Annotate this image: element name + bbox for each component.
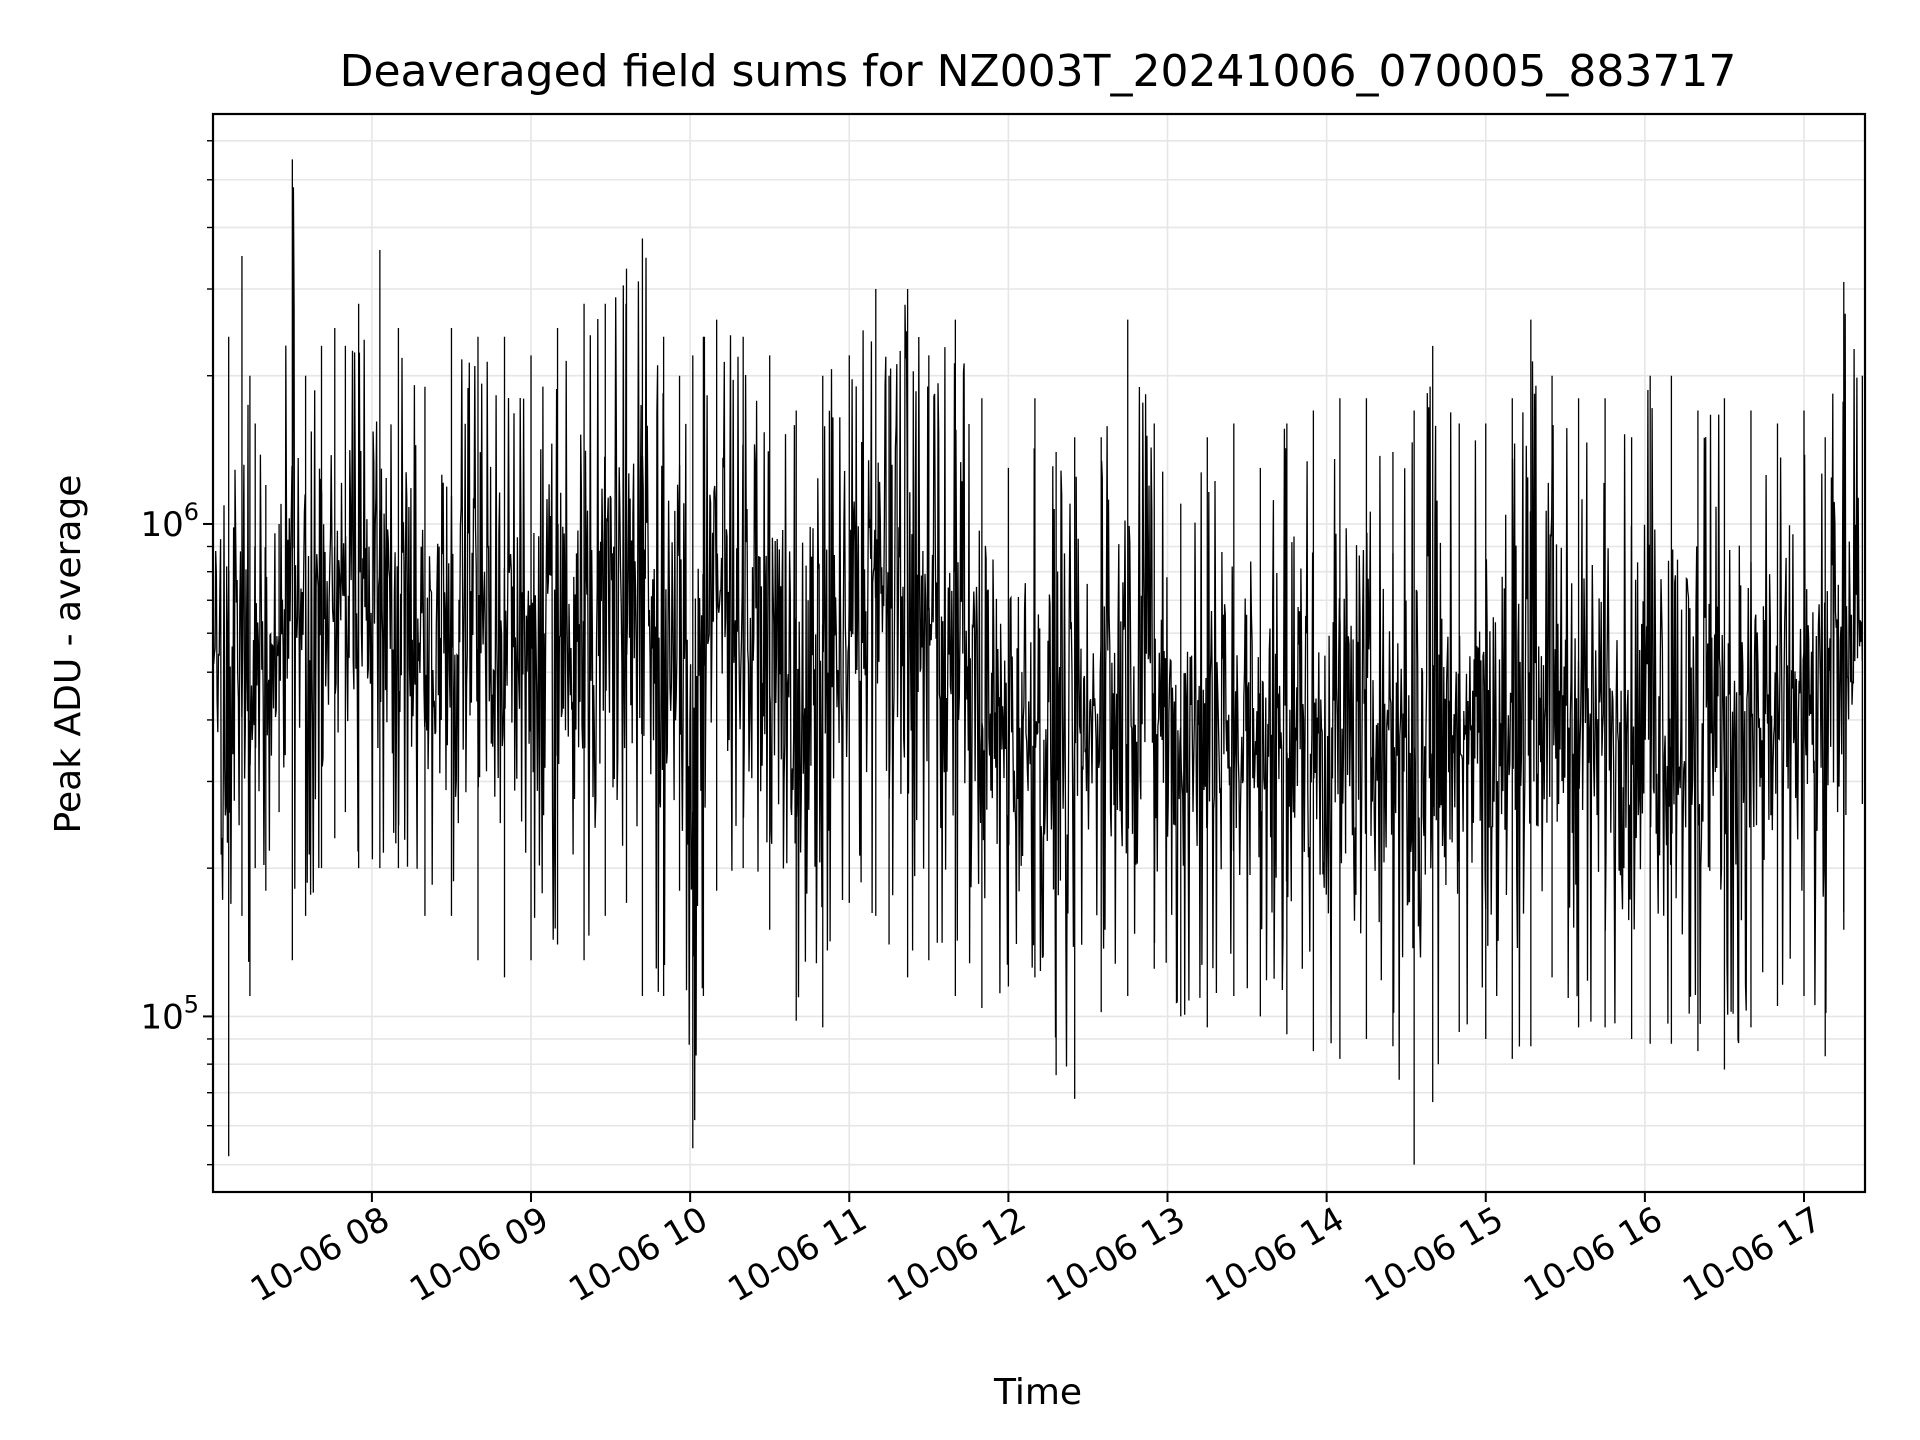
y-tick-label: 105 xyxy=(140,990,199,1037)
y-tick-label: 106 xyxy=(140,498,199,545)
chart-title: Deaveraged field sums for NZ003T_2024100… xyxy=(340,46,1737,97)
plot-frame xyxy=(211,112,1867,1194)
series-line xyxy=(212,187,1863,1121)
y-axis-ticks: 105 106 xyxy=(140,140,213,1166)
y-axis-label: Peak ADU - average xyxy=(48,475,89,834)
data-series-line xyxy=(212,159,1863,1165)
x-axis-label: Time xyxy=(993,1372,1082,1413)
